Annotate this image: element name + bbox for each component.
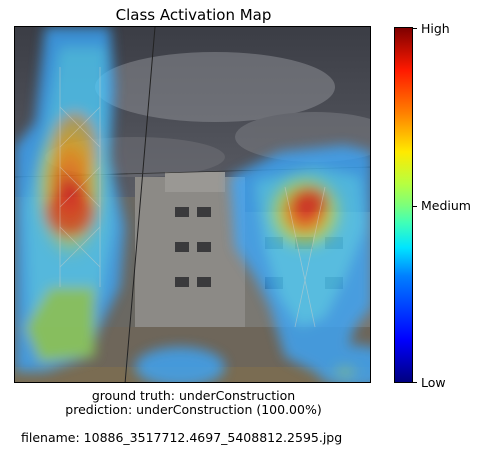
colorbar-tick-medium bbox=[413, 206, 417, 207]
colorbar-tick-low bbox=[413, 382, 417, 383]
colorbar-tick-high bbox=[413, 28, 417, 29]
filename-label: filename: 10886_3517712.4697_5408812.259… bbox=[21, 430, 343, 445]
colorbar-label-medium: Medium bbox=[421, 198, 471, 213]
prediction-label: prediction: underConstruction (100.00%) bbox=[65, 402, 322, 417]
ground-truth-label: ground truth: underConstruction bbox=[91, 388, 296, 403]
activation-map-svg bbox=[15, 27, 370, 382]
colorbar-label-low: Low bbox=[421, 375, 446, 390]
chart-title: Class Activation Map bbox=[115, 6, 272, 24]
activation-map-image bbox=[14, 26, 371, 383]
colorbar-label-high: High bbox=[421, 21, 450, 36]
colorbar bbox=[394, 27, 413, 383]
